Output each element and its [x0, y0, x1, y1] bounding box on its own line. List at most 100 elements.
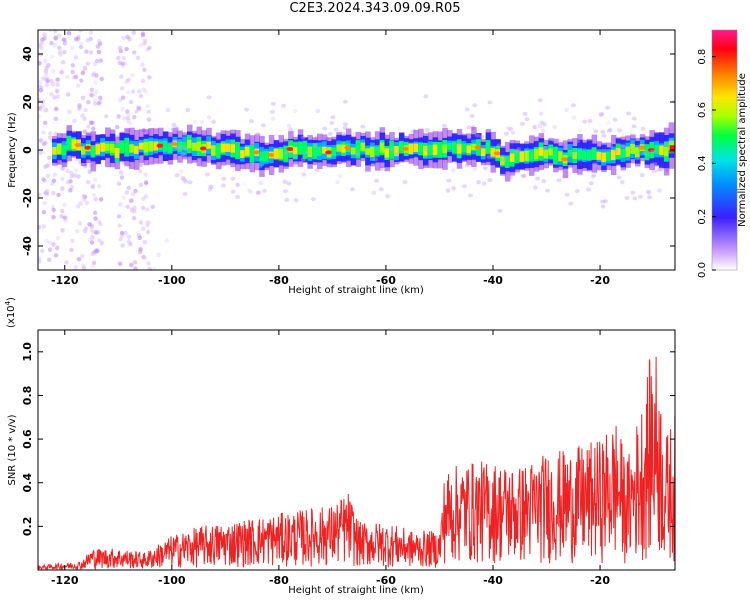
colorbar-label: Normalized spectral amplitude	[737, 73, 748, 227]
heatmap-speckle	[116, 181, 122, 187]
heatmap-speckle	[59, 69, 64, 75]
bottom-plot-frame	[37, 329, 676, 571]
heatmap-cell	[567, 149, 574, 157]
heatmap-speckle	[182, 191, 188, 196]
heatmap-speckle	[47, 257, 52, 262]
heatmap-speckle	[564, 107, 569, 113]
heatmap-peak	[493, 151, 501, 156]
heatmap-speckle	[69, 173, 74, 179]
heatmap-speckle	[487, 178, 493, 183]
heatmap-cell	[533, 148, 540, 160]
heatmap-speckle	[118, 202, 123, 207]
heatmap-cell	[408, 143, 415, 155]
heatmap-speckle	[72, 75, 77, 80]
heatmap-speckle	[349, 187, 355, 192]
heatmap-speckle	[40, 104, 45, 109]
heatmap-speckle	[315, 108, 320, 114]
heatmap-speckle	[241, 181, 247, 187]
colorbar-tick-label: 0.0	[697, 262, 708, 278]
heatmap-cell	[259, 151, 265, 162]
heatmap-speckle	[93, 98, 98, 103]
heatmap-speckle	[132, 50, 137, 55]
heatmap-speckle	[147, 45, 152, 51]
heatmap-speckle	[40, 149, 46, 155]
heatmap-speckle	[143, 194, 149, 199]
heatmap-cell	[225, 143, 231, 152]
heatmap-speckle	[571, 115, 577, 120]
heatmap-cell	[451, 142, 458, 153]
heatmap-cell	[509, 153, 516, 163]
heatmap-cell	[379, 142, 386, 153]
heatmap-speckle	[84, 49, 89, 54]
heatmap-cell	[654, 144, 660, 154]
heatmap-speckle	[616, 175, 622, 180]
heatmap-speckle	[269, 109, 275, 114]
heatmap-cell	[186, 139, 193, 149]
heatmap-speckle	[93, 80, 98, 85]
colorbar-tick-label: 0.6	[697, 102, 708, 118]
heatmap-speckle	[99, 241, 104, 247]
top-x-tick-label: -40	[483, 274, 503, 287]
heatmap-speckle	[145, 47, 150, 53]
heatmap-speckle	[60, 60, 66, 65]
heatmap-speckle	[542, 146, 548, 151]
heatmap-speckle	[254, 132, 260, 137]
heatmap-speckle	[282, 189, 288, 194]
heatmap-speckle	[171, 122, 177, 127]
heatmap-speckle	[80, 253, 85, 259]
heatmap-speckle	[667, 124, 673, 129]
heatmap-speckle	[83, 107, 88, 113]
heatmap-cell	[148, 141, 154, 152]
heatmap-cell	[124, 142, 130, 152]
heatmap-speckle	[626, 111, 632, 116]
heatmap-speckle	[98, 95, 103, 100]
heatmap-speckle	[187, 180, 193, 185]
heatmap-cell	[519, 151, 525, 162]
heatmap-cell	[413, 143, 419, 153]
heatmap-speckle	[92, 61, 98, 67]
heatmap-speckle	[56, 33, 62, 38]
heatmap-speckle	[70, 69, 75, 75]
heatmap-speckle	[55, 245, 60, 251]
heatmap-cell	[307, 146, 313, 158]
heatmap-speckle	[423, 146, 429, 151]
top-x-tick-label: -60	[376, 274, 396, 287]
heatmap-speckle	[61, 37, 66, 42]
top-x-tick-label: -100	[158, 274, 186, 287]
heatmap-cell	[606, 151, 612, 161]
heatmap-speckle	[327, 131, 333, 136]
heatmap-cell	[418, 145, 424, 153]
heatmap-speckle	[664, 143, 670, 148]
heatmap-speckle	[93, 216, 98, 221]
heatmap-speckle	[520, 174, 526, 179]
heatmap-speckle	[199, 120, 205, 125]
heatmap-speckle	[53, 36, 58, 41]
heatmap-speckle	[116, 55, 121, 61]
heatmap-speckle	[40, 99, 46, 104]
heatmap-cell	[591, 148, 598, 159]
heatmap-peak	[638, 145, 646, 150]
heatmap-speckle	[657, 188, 662, 193]
heatmap-speckle	[52, 172, 58, 177]
heatmap-speckle	[98, 197, 104, 202]
heatmap-cell	[480, 148, 487, 157]
heatmap-speckle	[208, 184, 214, 189]
heatmap-speckle	[62, 202, 67, 208]
heatmap-cell	[105, 143, 111, 151]
heatmap-cell	[143, 141, 150, 153]
heatmap-speckle	[98, 58, 104, 64]
heatmap-speckle	[121, 35, 126, 41]
page-title: C2E3.2024.343.09.09.R05	[289, 1, 461, 16]
heatmap-cell	[138, 142, 145, 150]
heatmap-cell	[500, 156, 506, 166]
heatmap-cell	[153, 141, 159, 151]
heatmap-speckle	[38, 192, 42, 197]
heatmap-speckle	[126, 112, 131, 117]
heatmap-speckle	[44, 188, 50, 194]
colorbar-tick-label: 0.8	[697, 49, 708, 65]
heatmap-peak	[344, 145, 352, 150]
heatmap-speckle	[86, 180, 91, 185]
heatmap-speckle	[631, 116, 637, 121]
heatmap-speckle	[55, 77, 60, 82]
heatmap-peak	[252, 150, 260, 155]
